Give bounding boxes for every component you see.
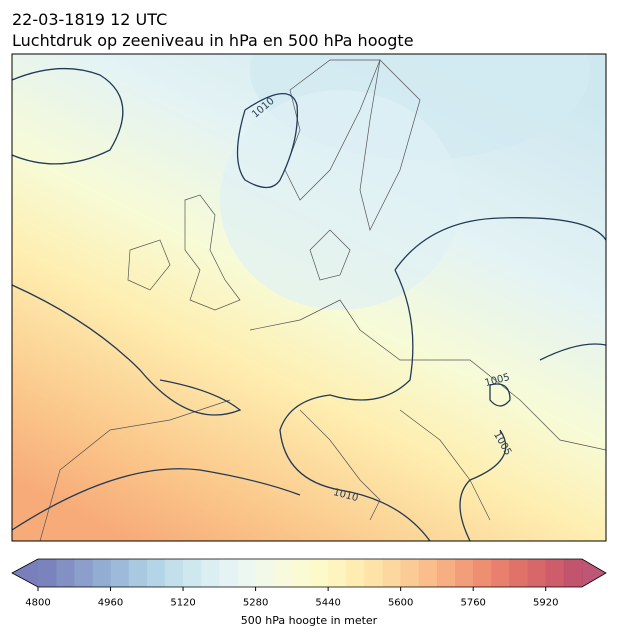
colorbar-segment bbox=[527, 559, 547, 587]
colorbar-segment bbox=[183, 559, 202, 587]
colorbar-tick-label: 4800 bbox=[25, 597, 50, 608]
colorbar-tick-label: 5120 bbox=[170, 597, 195, 608]
colorbar-over bbox=[582, 559, 606, 587]
colorbar-segment bbox=[455, 559, 474, 587]
map-frame bbox=[11, 53, 607, 542]
colorbar-segment bbox=[128, 559, 148, 587]
colorbar-segment bbox=[255, 559, 275, 587]
colorbar-tick-label: 5920 bbox=[533, 597, 558, 608]
colorbar-segment bbox=[237, 559, 256, 587]
colorbar-segment bbox=[473, 559, 492, 587]
colorbar-segment bbox=[382, 559, 401, 587]
coastlines bbox=[39, 59, 606, 541]
colorbar-segment bbox=[400, 559, 420, 587]
colorbar-segment bbox=[328, 559, 347, 587]
colorbar-segment bbox=[436, 559, 456, 587]
shade bbox=[220, 90, 460, 310]
colorbar-segment bbox=[74, 559, 93, 587]
colorbar-segment bbox=[110, 559, 129, 587]
colorbar-segment bbox=[201, 559, 220, 587]
colorbar-tick-label: 5440 bbox=[315, 597, 340, 608]
colorbar-tick-label: 5280 bbox=[243, 597, 268, 608]
colorbar-segment bbox=[92, 559, 111, 587]
map: 1010 1005 1005 1010 bbox=[12, 54, 606, 541]
colorbar-under bbox=[12, 559, 38, 587]
colorbar-segment bbox=[291, 559, 311, 587]
colorbar-segment bbox=[346, 559, 365, 587]
colorbar-segment bbox=[509, 559, 528, 587]
colorbar-tick-label: 5760 bbox=[460, 597, 485, 608]
colorbar-segment bbox=[310, 559, 329, 587]
colorbar-tick-label: 4960 bbox=[98, 597, 123, 608]
colorbar-segment bbox=[364, 559, 383, 587]
colorbar-segment bbox=[545, 559, 565, 587]
colorbar-label: 500 hPa hoogte in meter bbox=[241, 614, 378, 627]
colorbar-segment bbox=[418, 559, 438, 587]
colorbar-outline bbox=[11, 558, 607, 588]
colorbar-segment bbox=[56, 559, 75, 587]
colorbar-tick-label: 5600 bbox=[388, 597, 413, 608]
colorbar-segment bbox=[563, 559, 583, 587]
subtitle: Luchtdruk op zeeniveau in hPa en 500 hPa… bbox=[12, 31, 414, 50]
colorbar-segment bbox=[273, 559, 293, 587]
isobars bbox=[12, 67, 606, 541]
colorbar: 4800 4960 5120 5280 5440 5600 5760 5920 bbox=[11, 558, 607, 608]
colorbar-segment bbox=[164, 559, 184, 587]
colorbar-segment bbox=[38, 559, 57, 587]
colorbar-segment bbox=[146, 559, 166, 587]
colorbar-segment bbox=[219, 559, 238, 587]
title: 22-03-1819 12 UTC bbox=[12, 10, 167, 29]
colorbar-segment bbox=[491, 559, 510, 587]
